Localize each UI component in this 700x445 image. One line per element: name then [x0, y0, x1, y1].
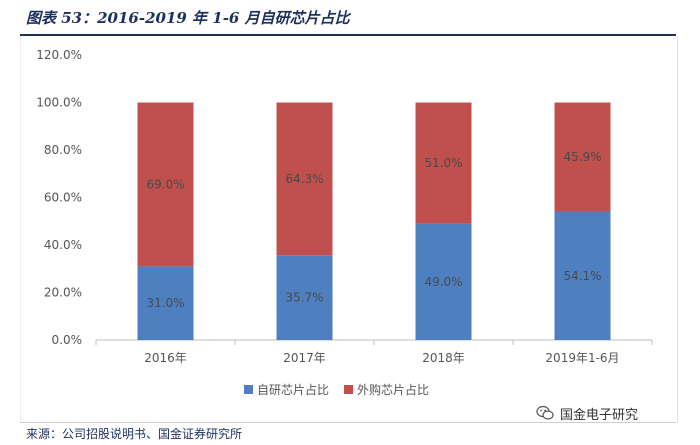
bar-purchased [415, 102, 472, 224]
bar-self-developed [137, 266, 194, 340]
y-tick-label: 80.0% [44, 143, 82, 157]
bar-self-developed [415, 223, 472, 340]
chart-frame [20, 36, 678, 422]
data-label: 69.0% [146, 177, 184, 191]
bar-purchased [137, 102, 194, 267]
y-tick-label: 40.0% [44, 238, 82, 252]
x-tick-label: 2019年1-6月 [545, 351, 619, 365]
data-label: 49.0% [424, 275, 462, 289]
y-tick-label: 20.0% [44, 286, 82, 300]
legend-label: 外购芯片占比 [357, 382, 429, 397]
data-label: 45.9% [563, 150, 601, 164]
stacked-bar-chart: 0.0% 20.0% 40.0% 60.0% 80.0% 100.0% 120.0% 31.0… [36, 48, 653, 397]
x-tick-label: 2018年 [422, 351, 465, 365]
x-tick-label: 2016年 [144, 351, 187, 365]
data-label: 54.1% [563, 269, 601, 283]
y-tick-label: 0.0% [52, 333, 83, 347]
y-tick-label: 100.0% [36, 96, 82, 110]
data-label: 64.3% [285, 172, 323, 186]
bar-self-developed [554, 211, 611, 340]
chart-header: 图表 53：2016-2019 年 1-6 月自研芯片占比 [0, 0, 700, 32]
y-tick-label: 120.0% [36, 48, 82, 62]
legend-swatch [344, 385, 353, 394]
watermark: 国金电子研究 [536, 404, 639, 423]
bar-self-developed [276, 255, 333, 340]
bar-purchased [276, 102, 333, 256]
data-label: 51.0% [424, 156, 462, 170]
watermark-text: 国金电子研究 [560, 407, 639, 423]
data-label: 35.7% [285, 291, 323, 305]
x-tick-label: 2017年 [283, 351, 326, 365]
legend-swatch [244, 385, 253, 394]
footer-divider [20, 422, 676, 423]
bar-purchased [554, 102, 611, 212]
wechat-icon [536, 405, 554, 420]
source-note: 来源：公司招股说明书、国金证券研究所 [26, 427, 243, 441]
data-label: 31.0% [146, 296, 184, 310]
y-tick-label: 60.0% [44, 191, 82, 205]
chart-title: 图表 53：2016-2019 年 1-6 月自研芯片占比 [26, 9, 350, 27]
legend-label: 自研芯片占比 [257, 382, 329, 397]
title-divider [20, 34, 676, 36]
